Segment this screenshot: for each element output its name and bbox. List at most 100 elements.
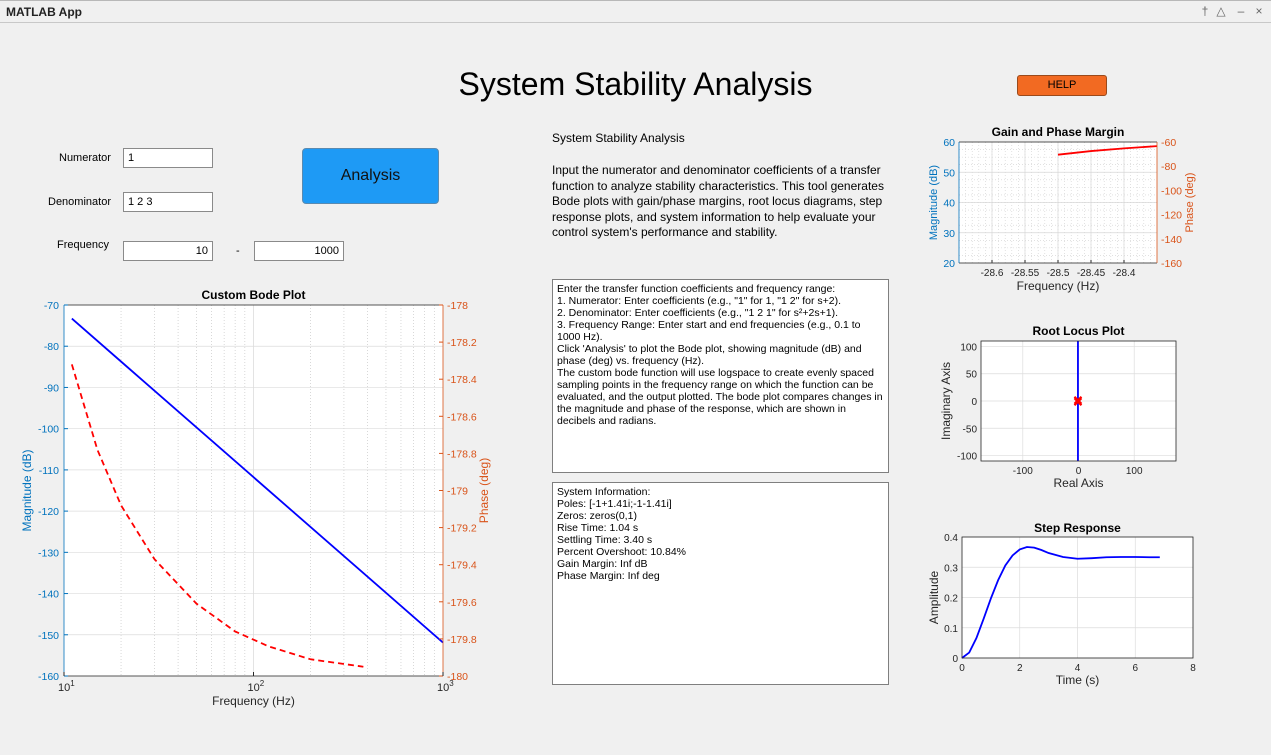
axes-frame bbox=[961, 536, 1194, 659]
y2-tick-label: -160 bbox=[1161, 258, 1182, 270]
x-axis-label: Frequency (Hz) bbox=[212, 694, 295, 708]
pole-marker bbox=[1073, 395, 1083, 405]
y-tick-label: 0.3 bbox=[944, 563, 958, 574]
y-tick-label: 30 bbox=[943, 228, 955, 240]
y-tick-label: -150 bbox=[38, 630, 59, 642]
frequency-label: Frequency bbox=[57, 239, 109, 251]
y2-tick-label: -179 bbox=[447, 486, 468, 498]
chart-title: Root Locus Plot bbox=[1033, 324, 1125, 338]
x-tick-label: -28.5 bbox=[1047, 268, 1070, 279]
y-tick-label: -160 bbox=[38, 671, 59, 683]
y-axis-label: Magnitude (dB) bbox=[20, 449, 34, 531]
chart-title: Custom Bode Plot bbox=[202, 288, 306, 302]
y-tick-label: -90 bbox=[44, 382, 59, 394]
magnitude-line bbox=[71, 317, 444, 644]
chart-title: Gain and Phase Margin bbox=[992, 125, 1125, 139]
plot-area bbox=[959, 142, 1157, 263]
x-tick-label: 6 bbox=[1132, 663, 1138, 674]
window-titlebar: MATLAB App † △ – × bbox=[0, 0, 1271, 23]
step-line bbox=[961, 546, 1160, 659]
close-icon[interactable]: × bbox=[1255, 4, 1263, 18]
help-button[interactable]: HELP bbox=[1017, 75, 1107, 96]
y2-tick-label: -179.2 bbox=[447, 523, 477, 535]
y-axis-label: Amplitude bbox=[927, 571, 941, 625]
y-axis-label: Magnitude (dB) bbox=[928, 165, 940, 240]
numerator-field[interactable]: 1 bbox=[123, 148, 213, 168]
y-tick-label: 60 bbox=[943, 137, 955, 149]
x-tick-label: 102 bbox=[248, 679, 265, 694]
denominator-field[interactable]: 1 2 3 bbox=[123, 192, 213, 212]
y2-tick-label: -179.8 bbox=[447, 634, 477, 646]
x-tick-label: 4 bbox=[1075, 663, 1081, 674]
y-tick-label: -140 bbox=[38, 589, 59, 601]
system-info-textarea[interactable]: System Information: Poles: [-1+1.41i;-1-… bbox=[552, 482, 889, 685]
y2-tick-label: -178.6 bbox=[447, 411, 477, 423]
instructions-textarea[interactable]: Enter the transfer function coefficients… bbox=[552, 279, 889, 473]
pin-icon[interactable]: † bbox=[1201, 4, 1209, 18]
x-tick-label: -28.45 bbox=[1077, 268, 1106, 279]
y-tick-label: -50 bbox=[963, 424, 978, 435]
freq-start-field[interactable]: 10 bbox=[123, 241, 213, 261]
analysis-button[interactable]: Analysis bbox=[302, 148, 439, 204]
x-tick-label: -100 bbox=[1013, 466, 1033, 477]
x-tick-label: 101 bbox=[58, 679, 75, 694]
page-title: System Stability Analysis bbox=[458, 66, 813, 102]
chart-title: Step Response bbox=[1034, 521, 1121, 535]
y-tick-label: 40 bbox=[943, 198, 955, 210]
axes-frame bbox=[980, 340, 1177, 462]
y-tick-label: -110 bbox=[39, 465, 59, 477]
x-tick-label: -28.55 bbox=[1011, 268, 1040, 279]
y2-tick-label: -140 bbox=[1161, 234, 1182, 246]
y-tick-label: 50 bbox=[943, 167, 955, 179]
y-tick-label: -120 bbox=[38, 506, 59, 518]
y2-tick-label: -80 bbox=[1161, 161, 1176, 173]
y-tick-label: 0 bbox=[971, 397, 977, 408]
denominator-label: Denominator bbox=[48, 196, 111, 208]
y-tick-label: 20 bbox=[943, 258, 955, 270]
x-axis-label: Time (s) bbox=[1056, 673, 1100, 687]
y2-tick-label: -179.6 bbox=[447, 597, 477, 609]
plot-area bbox=[981, 341, 1176, 461]
y-tick-label: 0 bbox=[952, 654, 958, 665]
x-tick-label: -28.6 bbox=[981, 268, 1004, 279]
y-tick-label: 0.2 bbox=[944, 594, 958, 605]
y-tick-label: -100 bbox=[957, 452, 977, 463]
description-title: System Stability Analysis bbox=[552, 131, 685, 145]
y2-tick-label: -178 bbox=[447, 300, 468, 312]
x-tick-label: 103 bbox=[437, 679, 454, 694]
x-axis-label: Frequency (Hz) bbox=[1017, 279, 1100, 293]
phase-line bbox=[1057, 145, 1158, 156]
plot-area bbox=[64, 305, 443, 676]
y2-tick-label: -180 bbox=[447, 671, 468, 683]
y2-axis-label: Phase (deg) bbox=[1184, 173, 1196, 233]
x-tick-label: 0 bbox=[959, 663, 965, 674]
phase-line bbox=[70, 364, 364, 668]
x-tick-label: -28.4 bbox=[1113, 268, 1136, 279]
x-tick-exponent: 2 bbox=[260, 679, 265, 688]
y-tick-label: -80 bbox=[44, 341, 59, 353]
numerator-label: Numerator bbox=[59, 152, 111, 164]
x-tick-exponent: 3 bbox=[449, 679, 454, 688]
y2-axis-label: Phase (deg) bbox=[477, 458, 491, 523]
bode-chart-group: -70 -80 -90 -100 -110 -120 -130 -140 -150 -160 -17… bbox=[20, 288, 491, 708]
y2-tick-label: -100 bbox=[1161, 185, 1182, 197]
x-tick-label: 2 bbox=[1017, 663, 1023, 674]
y2-tick-label: -179.4 bbox=[447, 560, 477, 572]
minimize-icon[interactable]: – bbox=[1237, 4, 1245, 18]
app-title: MATLAB App bbox=[6, 5, 82, 19]
y-tick-label: -70 bbox=[44, 300, 59, 312]
x-tick-label: 8 bbox=[1190, 663, 1196, 674]
y2-tick-label: -178.2 bbox=[447, 337, 477, 349]
y2-tick-label: -60 bbox=[1161, 137, 1176, 149]
y2-tick-label: -178.4 bbox=[447, 374, 477, 386]
step-response-chart: 0 2 4 6 8 0.4 0.3 0.2 0.1 0 Step Response Time (s) A… bbox=[927, 521, 1196, 687]
y-axis-label: Imaginary Axis bbox=[939, 362, 953, 440]
x-axis-label: Real Axis bbox=[1053, 476, 1103, 490]
gain-phase-margin-chart: -28.6 -28.55 -28.5 -28.45 -28.4 60 50 40 30 20 -60… bbox=[928, 125, 1196, 293]
y-tick-label: 50 bbox=[966, 370, 978, 381]
y-tick-label: 100 bbox=[960, 342, 977, 353]
maximize-icon[interactable]: △ bbox=[1216, 4, 1226, 18]
y-tick-label: 0.4 bbox=[944, 533, 958, 544]
freq-end-field[interactable]: 1000 bbox=[254, 241, 344, 261]
pole-marker bbox=[1073, 397, 1083, 407]
